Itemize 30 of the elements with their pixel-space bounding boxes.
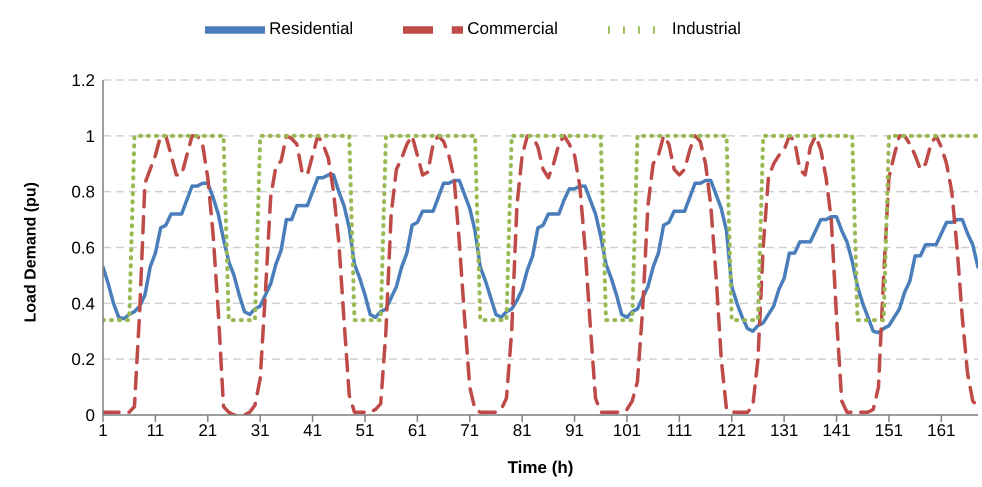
y-tick-label: 1.2 — [71, 71, 95, 90]
x-axis-title: Time (h) — [508, 458, 574, 477]
y-tick-label: 0.4 — [71, 294, 95, 314]
x-tick-label: 121 — [718, 421, 746, 440]
x-tick-label: 51 — [356, 421, 374, 440]
legend-label: Industrial — [672, 19, 741, 38]
x-tick-label: 111 — [666, 421, 692, 440]
x-tick-label: 141 — [822, 421, 851, 440]
x-tick-label: 21 — [198, 421, 218, 440]
line-series — [103, 173, 978, 334]
x-tick-label: 31 — [250, 421, 270, 440]
y-axis-title: Load Demand (pu) — [22, 182, 40, 322]
x-tick-label: 61 — [408, 421, 427, 440]
x-tick-label: 131 — [770, 421, 798, 440]
x-tick-label: 101 — [612, 421, 642, 440]
y-tick-label: 0.6 — [71, 238, 95, 258]
x-tick-label: 41 — [303, 421, 322, 440]
x-tick-label: 91 — [565, 421, 584, 440]
x-tick-label: 81 — [512, 421, 532, 440]
y-tick-label: 0.2 — [71, 350, 95, 370]
x-tick-label: 161 — [927, 421, 956, 440]
x-tick-label: 1 — [98, 421, 108, 440]
x-tick-label: 71 — [460, 421, 480, 440]
y-tick-label: 1 — [86, 126, 95, 146]
x-tick-label: 11 — [146, 421, 164, 440]
legend-label: Residential — [269, 19, 354, 38]
y-tick-label: 0 — [86, 406, 95, 426]
y-tick-label: 0.8 — [71, 182, 95, 202]
x-tick-label: 151 — [874, 421, 904, 440]
legend-label: Commercial — [467, 19, 558, 38]
